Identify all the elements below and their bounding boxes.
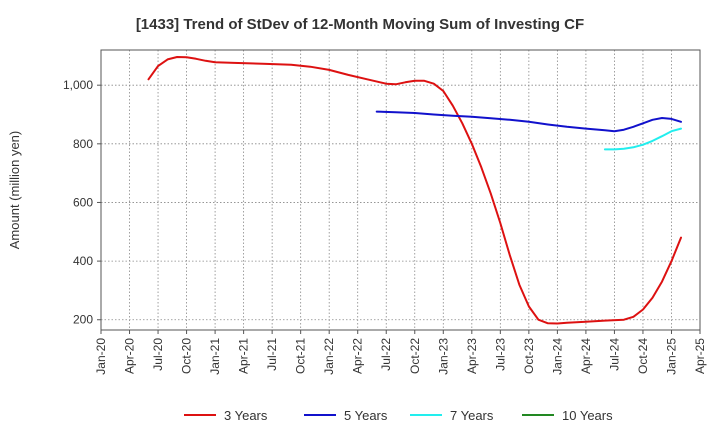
chart-title: [1433] Trend of StDev of 12-Month Moving…	[136, 16, 584, 33]
grid-lines	[101, 50, 700, 330]
x-tick-label: Apr-25	[693, 338, 707, 374]
x-tick-label: Oct-20	[180, 338, 194, 374]
x-tick-label: Oct-22	[408, 338, 422, 374]
series-line-7-years	[603, 127, 682, 151]
x-tick-labels: Jan-20 Apr-20 Jul-20 Oct-20 Jan-21 Apr-21 Jul-…	[94, 338, 707, 375]
x-tick-label: Jan-21	[208, 338, 222, 375]
legend-label-7-years: 7 Years	[450, 408, 494, 423]
y-tick-label: 400	[73, 254, 93, 268]
series-line-3-years	[147, 56, 682, 325]
axes	[97, 49, 701, 334]
y-tick-label: 800	[73, 137, 93, 151]
x-tick-label: Apr-20	[123, 338, 137, 374]
y-tick-label: 600	[73, 195, 93, 209]
x-tick-label: Jul-23	[493, 338, 507, 371]
series-line-5-years	[375, 110, 682, 133]
x-tick-label: Apr-21	[237, 338, 251, 374]
x-tick-label: Oct-24	[636, 338, 650, 374]
x-tick-label: Jul-24	[607, 338, 621, 371]
x-tick-label: Oct-23	[522, 338, 536, 374]
y-tick-labels: 200 400 600 800 1,000	[63, 78, 93, 327]
x-tick-label: Apr-22	[351, 338, 365, 374]
x-tick-label: Jan-22	[322, 338, 336, 375]
x-tick-label: Jul-21	[265, 338, 279, 371]
x-tick-label: Apr-23	[465, 338, 479, 374]
x-tick-label: Jan-23	[436, 338, 450, 375]
x-tick-label: Jul-20	[151, 338, 165, 371]
legend: 3 Years 5 Years 7 Years 10 Years	[184, 408, 613, 423]
x-tick-label: Apr-24	[579, 338, 593, 374]
x-tick-label: Jan-20	[94, 338, 108, 375]
y-axis-label: Amount (million yen)	[7, 131, 22, 250]
legend-label-10-years: 10 Years	[562, 408, 613, 423]
legend-label-3-years: 3 Years	[224, 408, 268, 423]
y-tick-label: 1,000	[63, 78, 93, 92]
legend-label-5-years: 5 Years	[344, 408, 388, 423]
x-tick-label: Jan-24	[550, 338, 564, 375]
x-tick-label: Jul-22	[379, 338, 393, 371]
x-tick-label: Jan-25	[664, 338, 678, 375]
y-tick-label: 200	[73, 313, 93, 327]
x-tick-label: Oct-21	[294, 338, 308, 374]
series-group	[147, 56, 682, 325]
plot-frame	[100, 49, 701, 331]
